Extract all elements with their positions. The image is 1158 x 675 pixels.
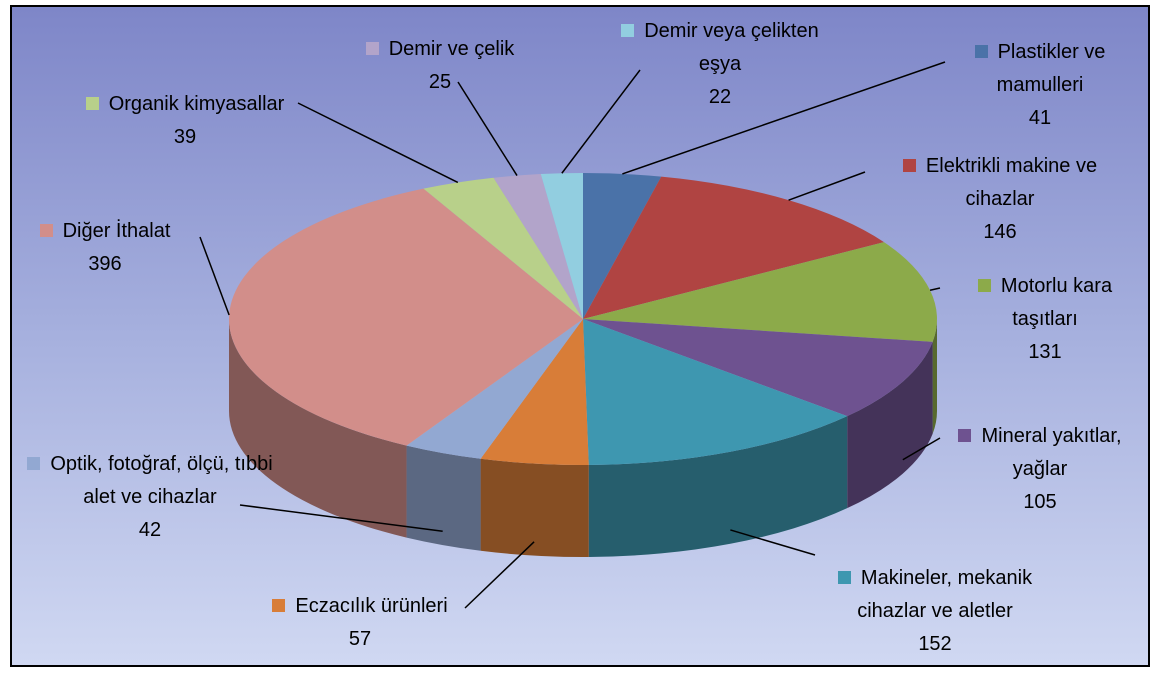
- leader-line: [622, 61, 946, 175]
- slice: [480, 319, 589, 465]
- legend-swatch: [85, 97, 99, 110]
- slice: [583, 173, 662, 319]
- label-name: Mineral yakıtlar, yağlar: [981, 425, 1122, 480]
- label-value: 22: [708, 86, 732, 108]
- label-name: Motorlu kara taşıtları: [1000, 275, 1113, 330]
- label-value: 57: [348, 628, 372, 650]
- label-name: Eczacılık ürünleri: [295, 595, 448, 617]
- leader-line: [239, 504, 443, 532]
- label-value: 131: [1028, 341, 1062, 363]
- label-value: 41: [1028, 107, 1052, 129]
- data-label: Optik, fotoğraf, ölçü, tıbbi alet ve cih…: [25, 448, 275, 547]
- legend-swatch: [39, 224, 53, 237]
- label-value: 42: [138, 519, 162, 541]
- label-value: 25: [428, 71, 452, 93]
- slice: [583, 319, 848, 465]
- legend-swatch: [958, 429, 972, 442]
- data-label: Organik kimyasallar 39: [40, 88, 330, 154]
- data-label: Eczacılık ürünleri 57: [240, 590, 480, 656]
- label-value: 152: [918, 633, 952, 655]
- label-name: Demir ve çelik: [388, 38, 515, 60]
- legend-swatch: [272, 599, 286, 612]
- data-label: Motorlu kara taşıtları 131: [960, 270, 1130, 369]
- legend-swatch: [977, 279, 991, 292]
- data-label: Diğer İthalat 396: [10, 215, 200, 281]
- data-label: Makineler, mekanik cihazlar ve aletler 15…: [805, 562, 1065, 661]
- leader-line: [297, 102, 459, 184]
- label-value: 105: [1023, 491, 1057, 513]
- legend-swatch: [365, 42, 379, 55]
- slice: [583, 319, 933, 417]
- leader-line: [457, 81, 518, 176]
- slice: [583, 176, 884, 319]
- slice-side: [228, 319, 407, 538]
- label-name: Organik kimyasallar: [108, 93, 285, 115]
- leader-line: [902, 437, 941, 461]
- data-label: Demir ve çelik 25: [330, 33, 550, 99]
- data-label: Mineral yakıtlar, yağlar 105: [930, 420, 1150, 519]
- slice: [583, 242, 937, 342]
- legend-swatch: [621, 24, 635, 37]
- leader-line: [730, 529, 816, 556]
- data-label: Plastikler ve mamulleri 41: [955, 36, 1125, 135]
- label-name: Makineler, mekanik cihazlar ve aletler: [857, 567, 1033, 622]
- leader-line: [199, 236, 230, 316]
- legend-swatch: [974, 45, 988, 58]
- slice-side: [588, 416, 848, 557]
- legend-swatch: [27, 457, 41, 470]
- label-name: Plastikler ve mamulleri: [996, 41, 1106, 96]
- slice: [540, 173, 583, 319]
- leader-line: [929, 287, 941, 291]
- leader-line: [788, 171, 866, 201]
- slice: [423, 177, 583, 319]
- leader-line: [464, 541, 535, 609]
- slice-side: [406, 445, 481, 551]
- legend-swatch: [837, 571, 851, 584]
- label-value: 396: [88, 253, 122, 275]
- legend-swatch: [902, 159, 916, 172]
- data-label: Elektrikli makine ve cihazlar 146: [880, 150, 1120, 249]
- data-label: Demir veya çelikten eşya 22: [620, 15, 820, 114]
- slice: [406, 319, 583, 459]
- label-name: Optik, fotoğraf, ölçü, tıbbi alet ve cih…: [50, 453, 273, 508]
- slice-side: [847, 341, 933, 509]
- slice-side: [480, 458, 589, 557]
- label-name: Diğer İthalat: [62, 220, 171, 242]
- slice: [229, 188, 583, 446]
- slice: [493, 174, 583, 319]
- label-value: 146: [983, 221, 1017, 243]
- label-name: Elektrikli makine ve cihazlar: [925, 155, 1098, 210]
- label-name: Demir veya çelikten eşya: [644, 20, 819, 75]
- slice-side: [932, 319, 937, 434]
- leader-line: [561, 69, 641, 174]
- label-value: 39: [173, 126, 197, 148]
